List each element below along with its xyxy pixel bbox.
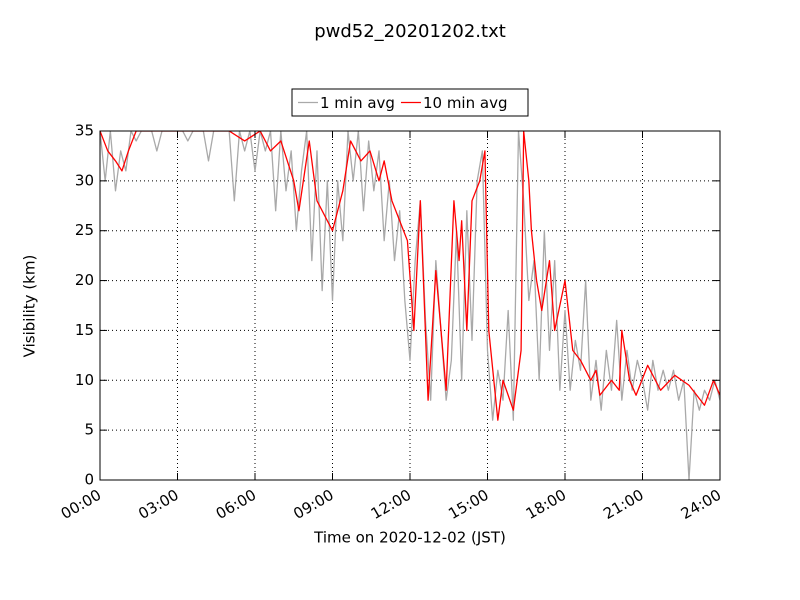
y-tick-label: 30 (75, 171, 94, 189)
x-tick-label: 03:00 (135, 486, 181, 523)
y-tick-label: 0 (84, 471, 94, 489)
x-axis-label: Time on 2020-12-02 (JST) (313, 529, 506, 547)
y-tick-label: 10 (75, 371, 94, 389)
legend-label: 1 min avg (320, 94, 395, 112)
x-tick-label: 24:00 (678, 486, 724, 523)
legend-label: 10 min avg (423, 94, 508, 112)
y-tick-label: 20 (75, 271, 94, 289)
x-tick-label: 09:00 (290, 486, 336, 523)
grid (99, 130, 721, 481)
x-tick-label: 06:00 (213, 486, 259, 523)
y-tick-label: 5 (84, 421, 94, 439)
x-tick-label: 12:00 (368, 486, 414, 523)
x-tick-label: 18:00 (523, 486, 569, 523)
series-line (100, 131, 720, 480)
x-tick-label: 21:00 (600, 486, 646, 523)
chart-title: pwd52_20201202.txt (314, 21, 506, 42)
series-line (100, 131, 720, 421)
plot-area (100, 131, 720, 480)
y-tick-label: 35 (75, 122, 94, 140)
y-axis-label: Visibility (km) (21, 255, 39, 358)
ticks: 0 5 10 15 20 25 30 35 00:00 03:00 06:00 09:00 12:00 1… (58, 122, 724, 523)
y-tick-label: 15 (75, 321, 94, 339)
legend: 1 min avg 10 min avg (291, 88, 529, 117)
x-tick-label: 00:00 (58, 486, 104, 523)
y-tick-label: 25 (75, 221, 94, 239)
x-tick-label: 15:00 (445, 486, 491, 523)
